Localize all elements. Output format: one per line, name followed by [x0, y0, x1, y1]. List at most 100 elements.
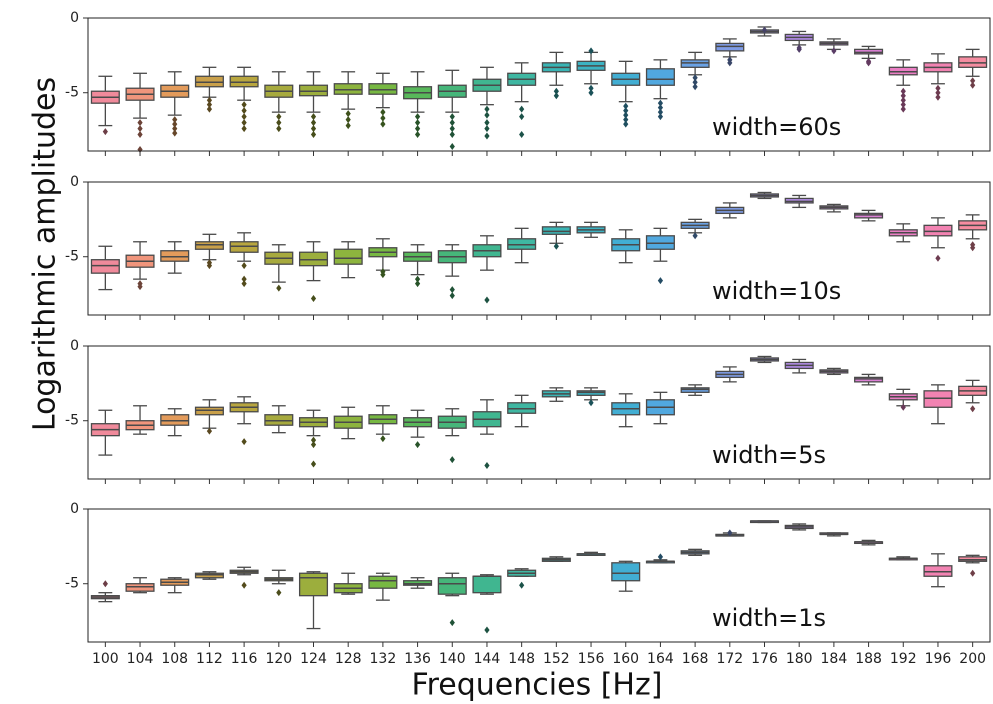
outlier-point [970, 81, 976, 89]
box-160 [611, 393, 641, 428]
outlier-point [970, 244, 976, 252]
box-body [333, 248, 363, 265]
outlier-point [276, 589, 282, 597]
x-tick-label: 116 [231, 651, 258, 667]
x-tick-label: 164 [647, 651, 674, 667]
outlier-point [241, 280, 247, 288]
x-tick-label: 152 [543, 651, 570, 667]
box-200 [958, 48, 988, 89]
y-tick-label: 0 [70, 501, 79, 517]
outlier-point [519, 131, 525, 139]
box-188 [854, 45, 884, 67]
outlier-point [206, 262, 213, 270]
outlier-point [657, 99, 664, 107]
outlier-point [172, 116, 178, 124]
outlier-point [172, 120, 178, 128]
outlier-point [414, 131, 421, 139]
box-196 [923, 553, 953, 588]
outlier-point [970, 569, 976, 577]
outlier-point [345, 110, 351, 118]
box-128 [333, 241, 363, 279]
outlier-point [970, 405, 976, 413]
box-176 [749, 355, 780, 364]
outlier-point [172, 125, 178, 133]
x-tick-label: 156 [578, 651, 605, 667]
box-100 [90, 580, 120, 603]
box-132 [368, 572, 398, 601]
box-body [437, 577, 467, 595]
outlier-point [657, 113, 664, 121]
outlier-point [241, 262, 247, 270]
panel-frame [87, 508, 991, 643]
box-172 [715, 366, 745, 383]
outlier-point [484, 119, 490, 127]
box-104 [125, 241, 155, 291]
outlier-point [310, 441, 317, 449]
panel-label: width=60s [712, 113, 841, 141]
box-124 [298, 241, 329, 303]
outlier-point [102, 580, 108, 588]
box-156 [576, 221, 606, 238]
box-156 [576, 551, 606, 556]
box-184 [819, 532, 849, 537]
outlier-point [449, 143, 455, 151]
box-104 [125, 72, 155, 154]
box-100 [90, 245, 120, 291]
box-body [645, 68, 675, 86]
box-112 [194, 571, 224, 580]
outlier-point [102, 128, 108, 136]
box-196 [923, 53, 953, 101]
outlier-point [241, 107, 247, 115]
box-184 [819, 38, 849, 55]
box-176 [749, 191, 780, 200]
outlier-point [553, 92, 559, 100]
box-148 [507, 227, 537, 264]
box-108 [160, 577, 190, 594]
outlier-point [588, 84, 594, 92]
panel-3: 0 -5 width=5s [65, 338, 991, 484]
outlier-point [519, 581, 525, 589]
box-188 [854, 539, 884, 546]
outlier-point [206, 427, 213, 435]
box-112 [194, 399, 224, 435]
box-132 [368, 238, 398, 279]
outlier-point [657, 108, 664, 116]
box-172 [715, 529, 745, 537]
box-136 [403, 71, 433, 139]
box-180 [784, 358, 814, 374]
outlier-point [310, 436, 317, 444]
box-144 [472, 574, 502, 634]
y-tick-label: -5 [65, 85, 79, 101]
outlier-point [206, 96, 213, 104]
box-152 [541, 387, 571, 402]
outlier-point [692, 83, 698, 91]
box-148 [507, 568, 537, 589]
box-180 [784, 523, 814, 531]
box-132 [368, 72, 398, 128]
box-160 [611, 229, 641, 264]
box-192 [888, 223, 918, 243]
outlier-point [241, 581, 247, 589]
box-128 [333, 406, 363, 440]
outlier-point [449, 125, 455, 133]
outlier-point [137, 119, 143, 127]
x-tick-label: 172 [716, 651, 743, 667]
box-116 [229, 566, 259, 589]
outlier-point [623, 116, 629, 124]
box-136 [403, 244, 433, 288]
y-tick-label: 0 [70, 10, 79, 26]
box-168 [680, 218, 710, 240]
box-156 [576, 387, 606, 407]
x-tick-label: 200 [959, 651, 986, 667]
panel-label: width=10s [712, 277, 841, 305]
x-tick-label: 128 [335, 651, 362, 667]
outlier-point [241, 119, 247, 127]
outlier-point [241, 438, 247, 446]
box-184 [819, 203, 849, 213]
box-152 [541, 556, 571, 562]
box-168 [680, 51, 710, 91]
outlier-point [276, 113, 282, 121]
box-body [298, 572, 329, 597]
panel-frame [87, 17, 991, 152]
panel-label: width=1s [712, 604, 826, 632]
